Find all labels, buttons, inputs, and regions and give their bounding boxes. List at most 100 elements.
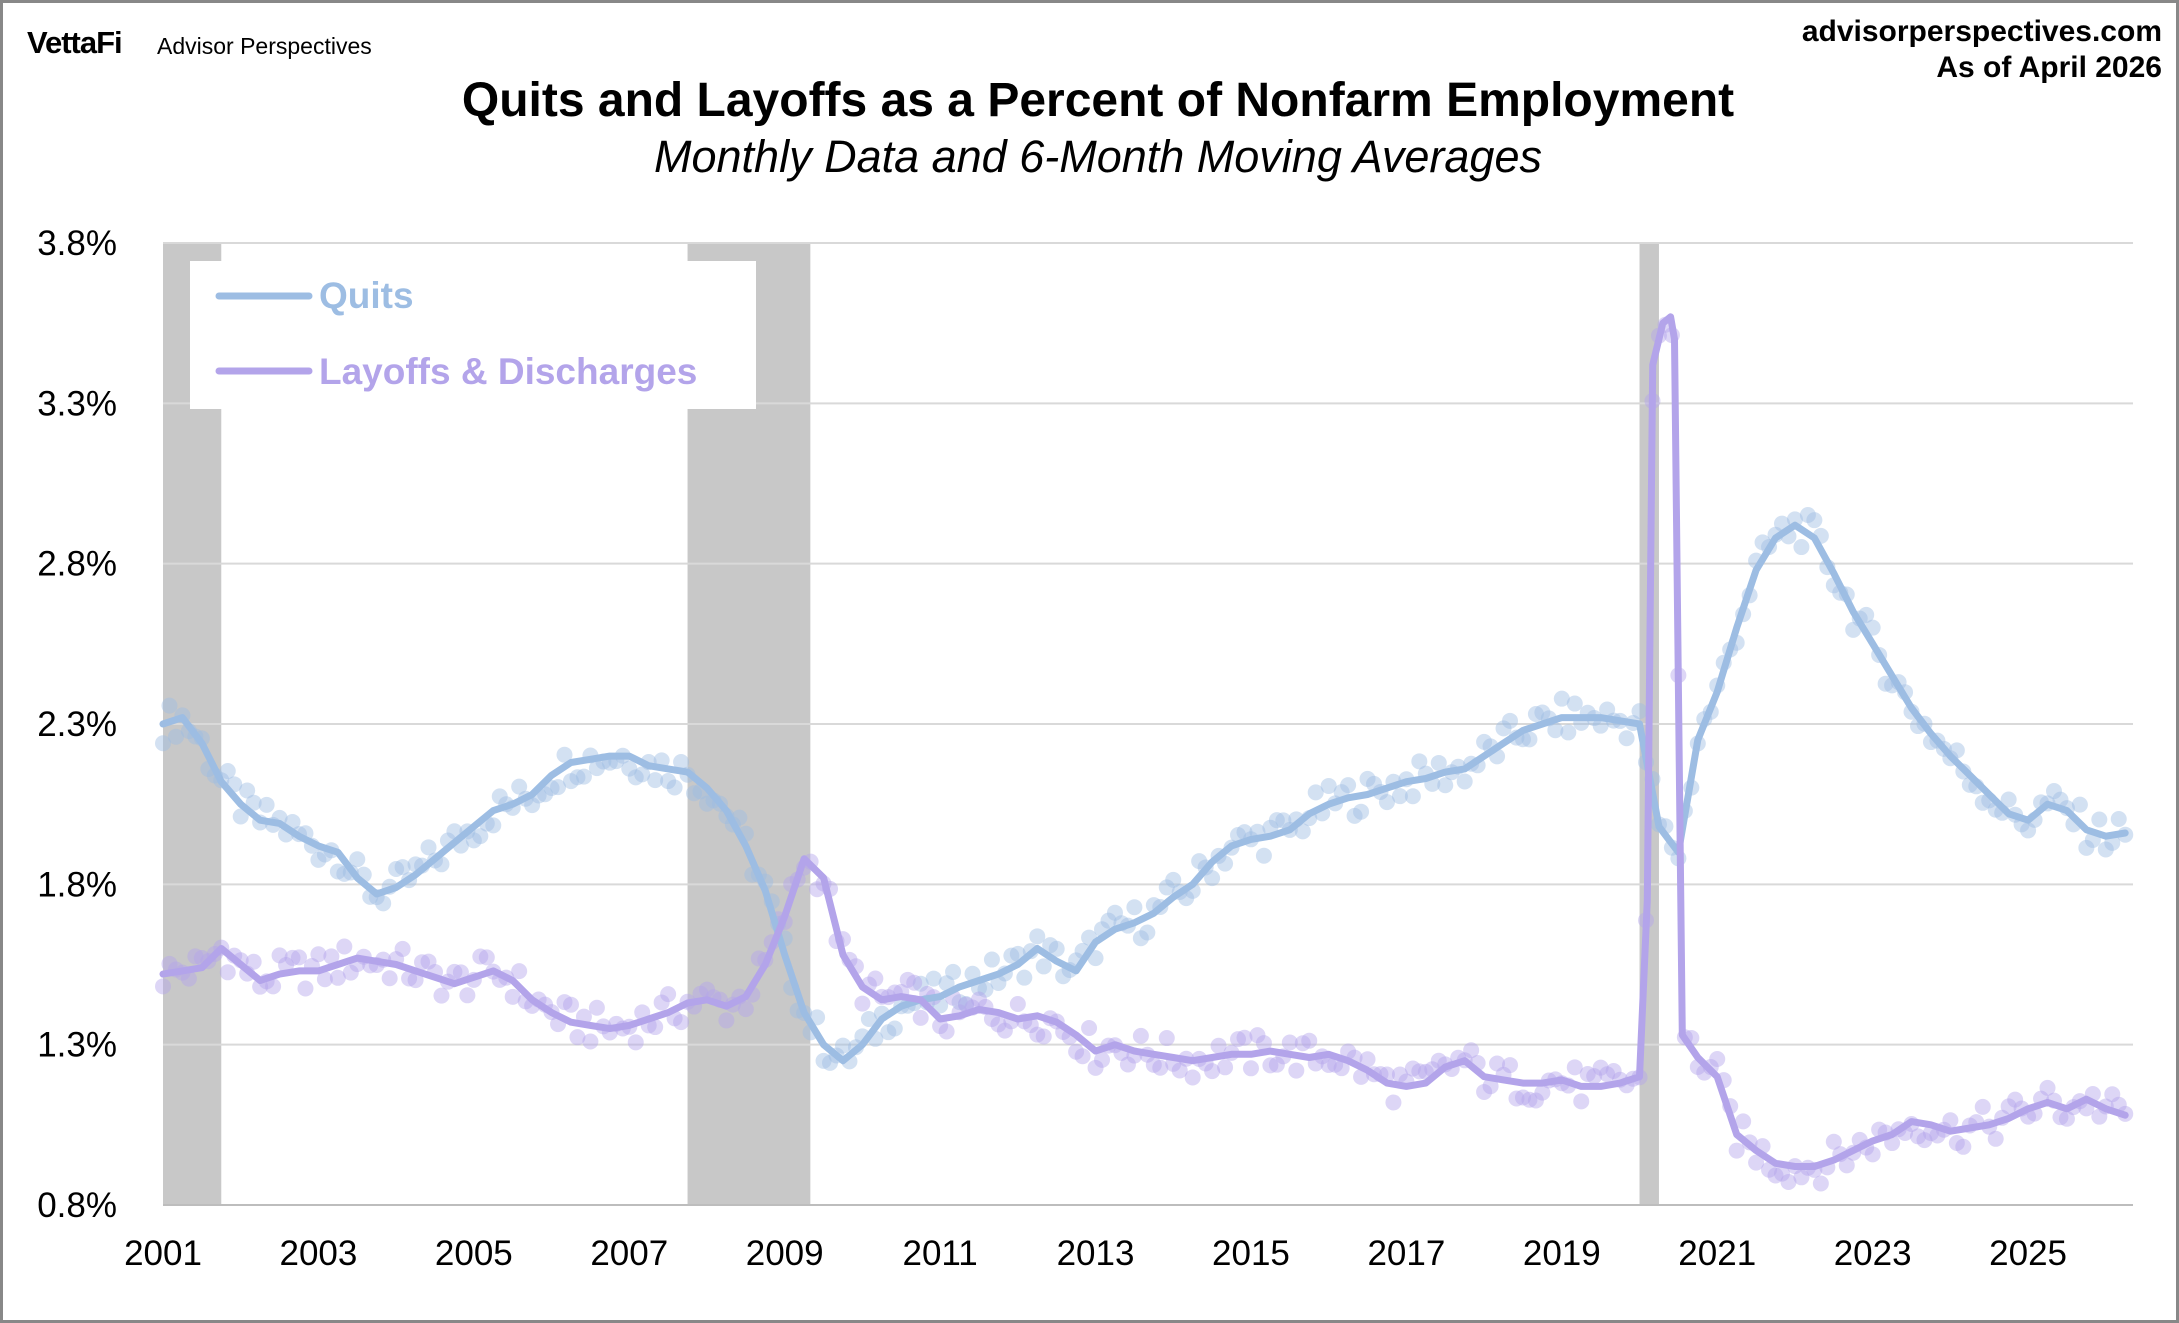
- scatter-point: [394, 940, 411, 957]
- scatter-point: [2071, 796, 2088, 813]
- scatter-point: [284, 949, 301, 966]
- y-tick-label: 1.3%: [37, 1026, 117, 1065]
- scatter-point: [1404, 788, 1421, 805]
- scatter-point: [698, 981, 715, 998]
- scatter-point: [1527, 1092, 1544, 1109]
- scatter-point: [983, 951, 1000, 968]
- scatter-point: [1631, 703, 1648, 720]
- x-tick-label: 2011: [902, 1234, 977, 1273]
- scatter-point: [1210, 1037, 1227, 1054]
- moving-average-lines: [159, 313, 2129, 1170]
- scatter-point: [1482, 1078, 1499, 1095]
- scatter-point: [1288, 1062, 1305, 1079]
- scatter-point: [1463, 1042, 1480, 1059]
- scatter-point: [349, 851, 366, 868]
- scatter-point: [310, 946, 327, 963]
- scatter-point: [485, 817, 502, 834]
- scatter-point: [1340, 777, 1357, 794]
- scatter-point: [1255, 1035, 1272, 1052]
- scatter-point: [718, 1012, 735, 1029]
- scatter-point: [1774, 1165, 1791, 1182]
- scatter-point: [945, 963, 962, 980]
- series-line-layoffs: [159, 313, 2129, 1170]
- scatter-point: [1158, 1030, 1175, 1047]
- scatter-point: [653, 994, 670, 1011]
- scatter-point: [459, 987, 476, 1004]
- scatter-point: [550, 779, 567, 796]
- scatter-point: [1709, 1050, 1726, 1067]
- scatter-point: [621, 760, 638, 777]
- x-tick-label: 2023: [1834, 1234, 1912, 1273]
- scatter-point: [524, 797, 541, 814]
- legend-box: [190, 261, 756, 409]
- scatter-point: [2000, 1098, 2017, 1115]
- scatter-point: [569, 769, 586, 786]
- scatter-point: [504, 988, 521, 1005]
- scatter-point: [2052, 1109, 2069, 1126]
- scatter-point: [627, 1034, 644, 1051]
- x-tick-label: 2013: [1057, 1234, 1135, 1273]
- legend: Quits Layoffs & Discharges: [190, 261, 756, 409]
- scatter-point: [472, 948, 489, 965]
- scatter-point: [1346, 807, 1363, 824]
- scatter-point: [187, 948, 204, 965]
- scatter-point: [1035, 1028, 1052, 1045]
- scatter-point: [660, 986, 677, 1003]
- scatter-point: [899, 971, 916, 988]
- scatter-point: [815, 1052, 832, 1069]
- scatter-point: [938, 975, 955, 992]
- scatter-point: [2097, 841, 2114, 858]
- scatter-point: [388, 861, 405, 878]
- scatter-point: [1152, 1059, 1169, 1076]
- y-tick-label: 3.3%: [37, 384, 117, 423]
- scatter-point: [491, 788, 508, 805]
- scatter-point: [1378, 794, 1395, 811]
- scatter-point: [1748, 1154, 1765, 1171]
- scatter-point: [647, 1019, 664, 1036]
- scatter-point: [556, 994, 573, 1011]
- scatter-point: [1476, 1083, 1493, 1100]
- scatter-point: [867, 970, 884, 987]
- scatter-point: [446, 963, 463, 980]
- scatter-point: [588, 999, 605, 1016]
- scatter-point: [1165, 871, 1182, 888]
- scatter-point: [588, 760, 605, 777]
- scatter-point: [925, 970, 942, 987]
- scatter-point: [245, 953, 262, 970]
- scatter-point: [1255, 847, 1272, 864]
- scatter-point: [1786, 511, 1803, 528]
- y-tick-label: 2.3%: [37, 705, 117, 744]
- scatter-point: [970, 991, 987, 1008]
- scatter-point: [180, 970, 197, 987]
- scatter-point: [1987, 1130, 2004, 1147]
- scatter-point: [1404, 1060, 1421, 1077]
- legend-label-layoffs: Layoffs & Discharges: [319, 351, 697, 392]
- scatter-point: [1534, 704, 1551, 721]
- scatter-point: [2039, 1079, 2056, 1096]
- scatter-point: [258, 796, 275, 813]
- scatter-point: [886, 1020, 903, 1037]
- scatter-point: [951, 994, 968, 1011]
- scatter-point: [1974, 794, 1991, 811]
- scatter-point: [1527, 705, 1544, 722]
- y-tick-label: 2.8%: [37, 545, 117, 584]
- scatter-point: [912, 1009, 929, 1026]
- scatter-point: [1599, 1066, 1616, 1083]
- scatter-point: [161, 955, 178, 972]
- scatter-point: [1618, 730, 1635, 747]
- scatter-point: [1560, 724, 1577, 741]
- scatter-point: [1547, 722, 1564, 739]
- scatter-point: [822, 1054, 839, 1071]
- x-tick-label: 2017: [1367, 1234, 1445, 1273]
- scatter-point: [1812, 1175, 1829, 1192]
- scatter-point: [1877, 675, 1894, 692]
- scatter-point: [323, 948, 340, 965]
- scatter-point: [1042, 937, 1059, 954]
- scatter-point: [329, 969, 346, 986]
- scatter-point: [375, 895, 392, 912]
- scatter-point: [271, 947, 288, 964]
- scatter-point: [245, 794, 262, 811]
- y-tick-label: 1.8%: [37, 865, 117, 904]
- scatter-point: [1767, 1167, 1784, 1184]
- scatter-point: [880, 1024, 897, 1041]
